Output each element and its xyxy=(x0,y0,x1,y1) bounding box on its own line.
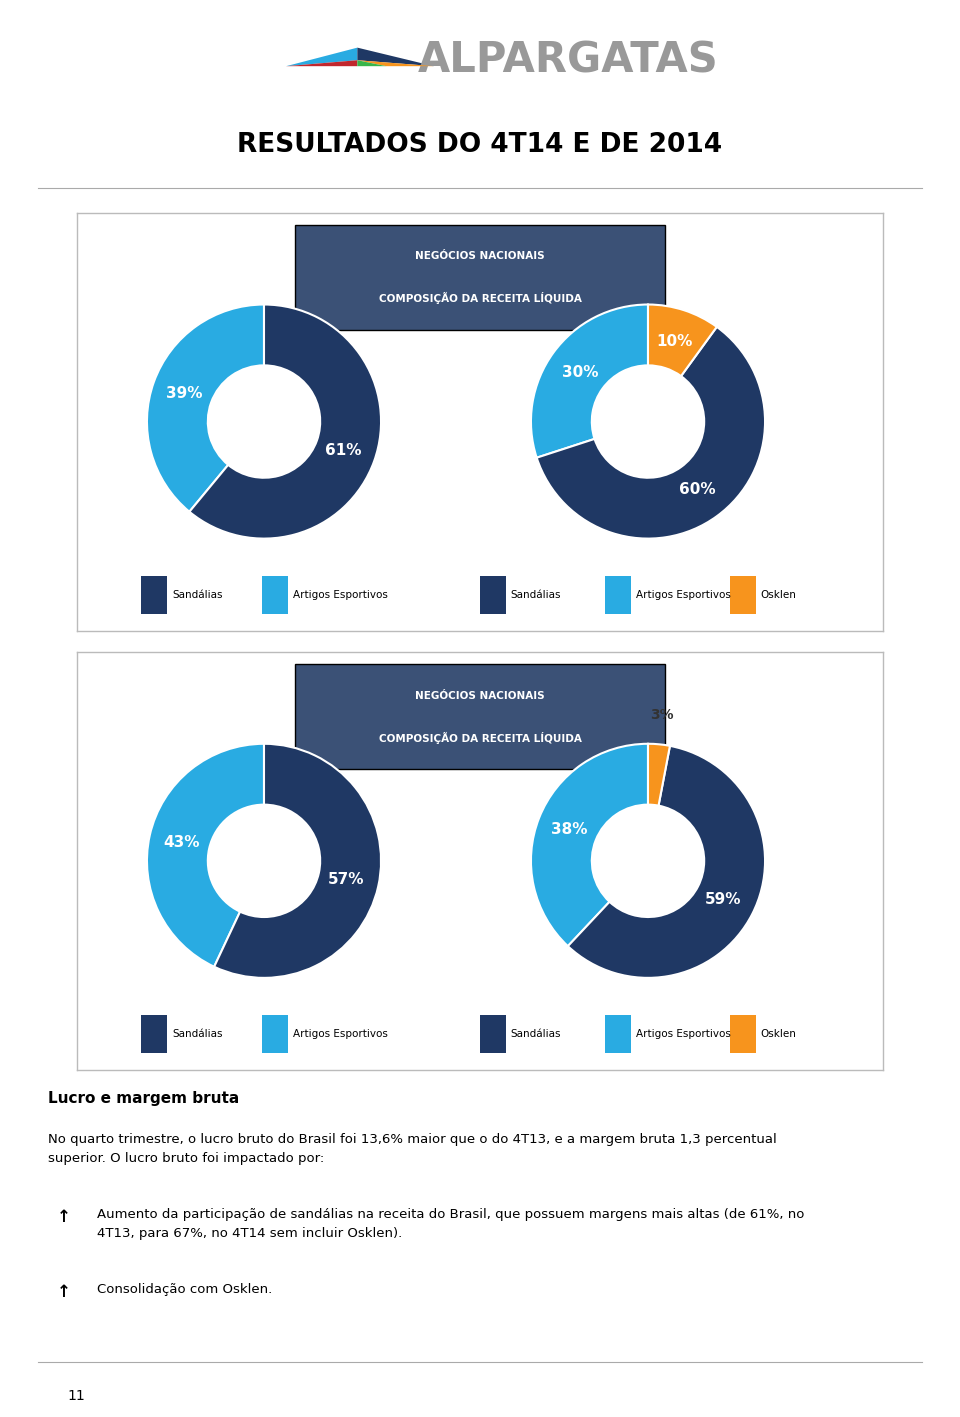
FancyBboxPatch shape xyxy=(295,665,665,769)
Text: Artigos Esportivos: Artigos Esportivos xyxy=(636,589,731,599)
Wedge shape xyxy=(537,327,765,538)
Text: 10%: 10% xyxy=(656,334,692,349)
Text: COMPOSIÇÃO DA RECEITA LÍQUIDA: COMPOSIÇÃO DA RECEITA LÍQUIDA xyxy=(378,292,582,305)
Bar xyxy=(730,1016,756,1053)
Text: 30%: 30% xyxy=(562,364,598,380)
Wedge shape xyxy=(147,744,264,966)
Text: RESULTADOS DO 4T14 E DE 2014: RESULTADOS DO 4T14 E DE 2014 xyxy=(237,132,723,159)
Text: 57%: 57% xyxy=(328,871,365,887)
Bar xyxy=(480,1016,506,1053)
Wedge shape xyxy=(568,745,765,978)
Text: Sandálias: Sandálias xyxy=(511,589,562,599)
Text: 3%: 3% xyxy=(650,708,674,723)
Polygon shape xyxy=(357,60,434,67)
Text: 60%: 60% xyxy=(680,482,716,497)
Text: Aumento da participação de sandálias na receita do Brasil, que possuem margens m: Aumento da participação de sandálias na … xyxy=(97,1207,804,1240)
Wedge shape xyxy=(531,744,648,947)
Text: 4T13: 4T13 xyxy=(243,350,298,370)
Bar xyxy=(480,577,506,614)
Text: No quarto trimestre, o lucro bruto do Brasil foi 13,6% maior que o do 4T13, e a : No quarto trimestre, o lucro bruto do Br… xyxy=(48,1134,777,1165)
Text: NEGÓCIOS NACIONAIS: NEGÓCIOS NACIONAIS xyxy=(415,690,545,701)
Text: COMPOSIÇÃO DA RECEITA LÍQUIDA: COMPOSIÇÃO DA RECEITA LÍQUIDA xyxy=(378,731,582,744)
Text: Sandálias: Sandálias xyxy=(172,1029,223,1039)
Bar xyxy=(605,1016,631,1053)
Bar xyxy=(141,577,167,614)
Text: 38%: 38% xyxy=(551,822,588,837)
Text: 39%: 39% xyxy=(166,385,203,401)
Wedge shape xyxy=(189,305,381,538)
Wedge shape xyxy=(531,305,648,458)
Bar xyxy=(605,577,631,614)
FancyBboxPatch shape xyxy=(295,225,665,330)
Polygon shape xyxy=(357,60,386,67)
Text: Osklen: Osklen xyxy=(760,1029,797,1039)
Text: ↑: ↑ xyxy=(57,1282,71,1301)
Bar xyxy=(262,1016,288,1053)
Text: 2014: 2014 xyxy=(646,789,701,809)
Text: 61%: 61% xyxy=(325,442,362,458)
Text: Artigos Esportivos: Artigos Esportivos xyxy=(293,589,388,599)
Text: 11: 11 xyxy=(67,1389,84,1403)
Text: Artigos Esportivos: Artigos Esportivos xyxy=(636,1029,731,1039)
Wedge shape xyxy=(648,744,670,806)
Text: NEGÓCIOS NACIONAIS: NEGÓCIOS NACIONAIS xyxy=(415,251,545,262)
Text: 59%: 59% xyxy=(705,891,741,907)
Text: ↑: ↑ xyxy=(57,1207,71,1226)
Bar xyxy=(730,577,756,614)
Polygon shape xyxy=(286,48,357,67)
Text: Sandálias: Sandálias xyxy=(511,1029,562,1039)
Text: Consolidação com Osklen.: Consolidação com Osklen. xyxy=(97,1282,272,1295)
Wedge shape xyxy=(147,305,264,512)
Text: 2013: 2013 xyxy=(243,789,298,809)
Bar xyxy=(141,1016,167,1053)
Text: Osklen: Osklen xyxy=(760,589,797,599)
Bar xyxy=(262,577,288,614)
Text: 43%: 43% xyxy=(163,835,200,850)
Wedge shape xyxy=(648,305,717,376)
Text: Sandálias: Sandálias xyxy=(172,589,223,599)
Polygon shape xyxy=(357,48,434,67)
Text: Lucro e margem bruta: Lucro e margem bruta xyxy=(48,1091,239,1107)
Text: Artigos Esportivos: Artigos Esportivos xyxy=(293,1029,388,1039)
Wedge shape xyxy=(214,744,381,978)
Polygon shape xyxy=(286,60,357,67)
Text: 4T14: 4T14 xyxy=(646,350,701,370)
Text: ALPARGATAS: ALPARGATAS xyxy=(418,40,718,81)
